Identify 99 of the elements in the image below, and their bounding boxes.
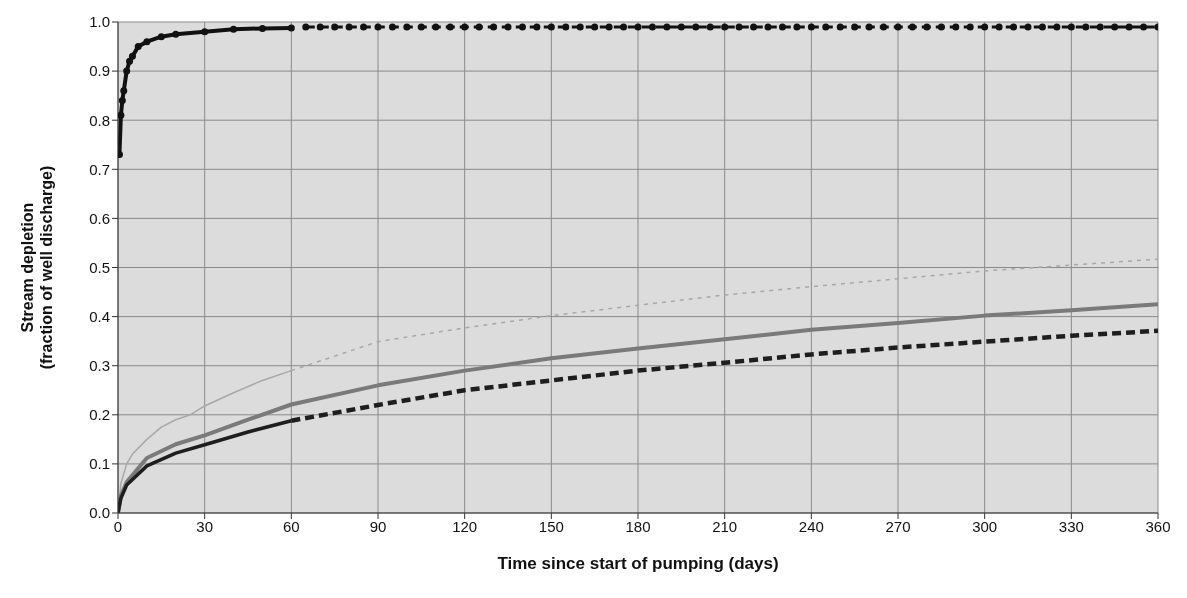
x-tick-label: 60: [282, 517, 300, 535]
x-tick-label: 330: [1058, 517, 1084, 535]
point: [201, 28, 209, 36]
point: [128, 52, 136, 60]
point: [721, 23, 729, 31]
point: [1067, 23, 1075, 31]
point: [1010, 23, 1018, 31]
point: [576, 23, 584, 31]
point: [1038, 23, 1046, 31]
point: [118, 111, 125, 119]
point: [562, 23, 570, 31]
y-tick-label: 0.7: [89, 160, 110, 178]
x-tick-label: 360: [1145, 517, 1171, 535]
x-tick-label: 180: [625, 517, 651, 535]
y-tick-label: 0.1: [89, 455, 110, 473]
point: [504, 23, 512, 31]
point: [880, 23, 888, 31]
point: [851, 23, 859, 31]
point: [258, 24, 266, 32]
y-tick-label: 0.9: [89, 62, 110, 80]
point: [533, 23, 541, 31]
x-tick-label: 120: [452, 517, 478, 535]
x-axis-title: Time since start of pumping (days): [497, 554, 779, 573]
point: [1024, 23, 1032, 31]
point: [302, 23, 310, 31]
point: [1053, 23, 1061, 31]
point: [836, 23, 844, 31]
point: [432, 23, 440, 31]
x-tick-label: 150: [538, 517, 564, 535]
point: [403, 23, 411, 31]
point: [750, 23, 758, 31]
point: [118, 97, 126, 105]
point: [360, 23, 368, 31]
x-tick-label: 270: [885, 517, 911, 535]
point: [952, 23, 960, 31]
point: [764, 23, 772, 31]
x-tick-label: 210: [712, 517, 738, 535]
point: [316, 23, 324, 31]
point: [591, 23, 599, 31]
point: [126, 57, 134, 65]
point: [345, 23, 353, 31]
point: [287, 24, 295, 32]
point: [120, 87, 128, 95]
point: [1082, 23, 1090, 31]
x-tick-label: 0: [113, 517, 123, 535]
point: [822, 23, 830, 31]
point: [966, 23, 974, 31]
point: [446, 23, 454, 31]
point: [663, 23, 671, 31]
point: [134, 43, 142, 51]
point: [995, 23, 1003, 31]
x-tick-label: 90: [369, 517, 387, 535]
point: [374, 23, 382, 31]
point: [937, 23, 945, 31]
point: [1140, 23, 1148, 31]
x-tick-label: 300: [972, 517, 998, 535]
point: [778, 23, 786, 31]
point: [923, 23, 931, 31]
point: [417, 23, 425, 31]
point: [475, 23, 483, 31]
point: [123, 67, 131, 75]
point: [1125, 23, 1133, 31]
point: [981, 23, 989, 31]
y-tick-label: 0.8: [89, 111, 110, 129]
point: [490, 23, 498, 31]
y-tick-label: 0.2: [89, 406, 110, 424]
point: [1111, 23, 1119, 31]
point: [677, 23, 685, 31]
point: [706, 23, 714, 31]
point: [908, 23, 916, 31]
point: [388, 23, 396, 31]
point: [648, 23, 656, 31]
point: [620, 23, 628, 31]
point: [331, 23, 339, 31]
point: [1096, 23, 1104, 31]
point: [518, 23, 526, 31]
y-tick-label: 1.0: [89, 13, 110, 31]
point: [461, 23, 469, 31]
point: [692, 23, 700, 31]
y-tick-label: 0.3: [89, 357, 110, 375]
point: [547, 23, 555, 31]
point: [634, 23, 642, 31]
point: [172, 30, 180, 38]
y-tick-label: 0.0: [89, 504, 110, 522]
point: [143, 38, 151, 46]
y-tick-label: 0.6: [89, 209, 110, 227]
y-tick-label: 0.4: [89, 307, 110, 325]
point: [807, 23, 815, 31]
y-axis-title: Stream depletion (fraction of well discharge): [19, 165, 55, 370]
x-tick-label: 240: [798, 517, 824, 535]
x-tick-label: 30: [196, 517, 214, 535]
point: [894, 23, 902, 31]
point: [865, 23, 873, 31]
point: [157, 33, 165, 41]
point: [230, 25, 238, 33]
point: [605, 23, 613, 31]
y-tick-label: 0.5: [89, 258, 110, 276]
point: [735, 23, 743, 31]
point: [793, 23, 801, 31]
